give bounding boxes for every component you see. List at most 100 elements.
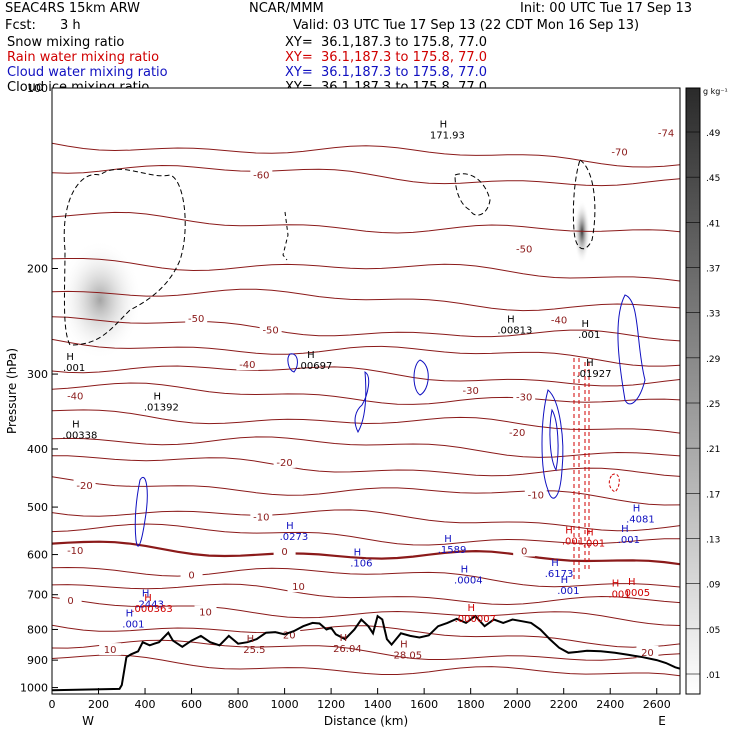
isotherm-line (52, 476, 680, 506)
y-tick-label: 700 (27, 589, 48, 602)
y-tick-label: 800 (27, 623, 48, 636)
isotherm-line (52, 624, 680, 648)
isotherm-label-bg (64, 544, 87, 557)
maximum-value-label: 26.04 (333, 644, 362, 655)
maximum-marker: H (468, 603, 476, 614)
maximum-marker: H (612, 579, 620, 590)
isotherm-label-bg (185, 312, 208, 325)
maximum-value-label: .2443 (135, 600, 164, 611)
isotherm-line (52, 583, 680, 606)
isotherm-label-bg (99, 643, 122, 656)
isotherm-label: 10 (104, 645, 117, 656)
snow-contour-east (572, 159, 596, 250)
field-snow-xy: XY= 36.1,187.3 to 175.8, 77.0 (285, 35, 488, 50)
isotherm-label: -10 (253, 512, 269, 523)
maximum-value-label: .0273 (280, 532, 309, 543)
colorbar-unit: g kg⁻¹ (703, 87, 728, 96)
x-end-label-east: E (658, 714, 666, 728)
isotherm-label: -70 (611, 147, 627, 158)
x-tick-label: 1000 (271, 698, 299, 711)
maximum-marker: H (561, 575, 569, 586)
maximum-marker: H (354, 548, 362, 559)
isotherm-label-bg (236, 358, 259, 371)
maximum-value-label: .001 (578, 330, 600, 341)
isotherm-label-bg (259, 323, 282, 336)
isotherm-label: -60 (253, 171, 269, 182)
isotherm-line (52, 338, 680, 367)
maximum-marker: H (286, 521, 294, 532)
isotherm-line (52, 316, 680, 342)
isotherm-label-bg (273, 544, 296, 557)
forecast-label: Fcst: (5, 18, 36, 33)
isotherm-label: 20 (283, 630, 296, 641)
isotherm-label-bg (506, 425, 529, 438)
maximum-value-label: .00813 (497, 326, 532, 337)
model-title: SEAC4RS 15km ARW (5, 1, 141, 16)
x-tick-label: 2200 (550, 698, 578, 711)
isotherm-line (52, 142, 680, 168)
maximum-marker: H (72, 420, 80, 431)
cloud-water-contour-5 (549, 408, 559, 472)
isotherm-label-bg (250, 168, 273, 181)
isotherm-line (52, 455, 680, 477)
maximum-value-label: .0005 (621, 588, 650, 599)
cloud-water-contour-3 (413, 359, 429, 396)
maximum-marker: H (400, 639, 408, 650)
isotherm-label: -50 (188, 314, 204, 325)
x-tick-label: 800 (228, 698, 249, 711)
x-tick-label: 400 (135, 698, 156, 711)
snow-contour-west (63, 168, 186, 346)
terrain-line (52, 614, 680, 692)
colorbar-label: .17 (706, 490, 720, 500)
maximum-marker: H (633, 503, 641, 514)
y-tick-label: 600 (27, 549, 48, 562)
colorbar (685, 87, 701, 695)
maximum-marker: H (551, 558, 559, 569)
isotherm-label-bg (513, 544, 536, 557)
isotherm-label: -30 (516, 392, 532, 403)
plot-frame (51, 87, 681, 695)
maximum-value-label: .4081 (626, 514, 655, 525)
maximum-marker: H (582, 319, 590, 330)
x-tick-label: 1800 (457, 698, 485, 711)
isotherm-label: 10 (292, 582, 305, 593)
isotherm-label: 0 (521, 547, 527, 558)
maximum-value-label: .1589 (438, 545, 467, 556)
snow-shading-east (574, 200, 590, 264)
maximum-marker: H (565, 526, 573, 537)
y-tick-label: 1000 (20, 682, 48, 695)
isotherm-label: -40 (551, 315, 567, 326)
isotherm-label-bg (180, 568, 203, 581)
x-tick-label: 2400 (596, 698, 624, 711)
maximum-marker: H (461, 565, 469, 576)
isotherm-label-bg (64, 389, 87, 402)
isotherm-line (52, 365, 680, 387)
isotherm-line (52, 211, 680, 234)
maximum-value-label: .106 (350, 559, 372, 570)
isotherm-label-bg (548, 313, 571, 326)
maximum-value-label: .001 (122, 620, 144, 631)
x-tick-label: 200 (88, 698, 109, 711)
isotherm-label: 20 (641, 648, 654, 659)
isotherm-line (52, 409, 680, 434)
isotherm-label: -10 (67, 546, 83, 557)
isotherm-label: -50 (262, 326, 278, 337)
forecast-value: 3 h (60, 18, 81, 33)
maximum-value-label: .01392 (144, 402, 179, 413)
y-tick-label: 300 (27, 368, 48, 381)
maximum-value-label: .001 (618, 535, 640, 546)
field-cloud-water-xy: XY= 36.1,187.3 to 175.8, 77.0 (285, 65, 488, 80)
colorbar-label: .41 (706, 219, 720, 229)
isotherm-line (52, 596, 680, 626)
field-rain-xy: XY= 36.1,187.3 to 175.8, 77.0 (285, 50, 488, 65)
colorbar-label: .05 (706, 626, 720, 636)
isotherm-label-bg (59, 593, 82, 606)
maximum-marker: H (154, 391, 162, 402)
isotherm-label-bg (655, 126, 678, 139)
colorbar-label: .01 (706, 671, 720, 681)
snow-contour-mid (454, 173, 491, 216)
init-time: Init: 00 UTC Tue 17 Sep 13 (520, 1, 693, 16)
maximum-marker: H (66, 352, 74, 363)
isotherm-label: -30 (462, 386, 478, 397)
